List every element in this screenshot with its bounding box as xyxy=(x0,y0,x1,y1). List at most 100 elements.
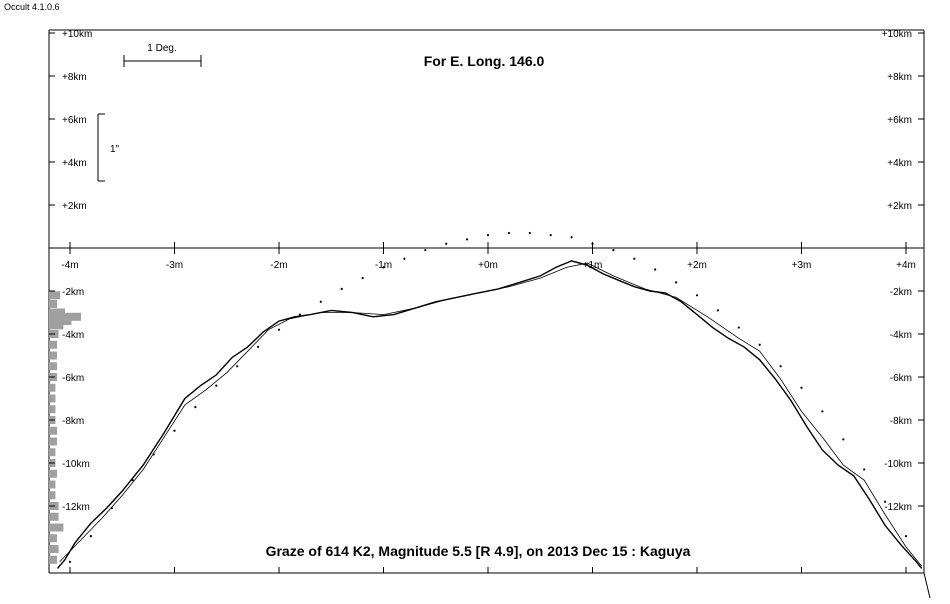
histogram-bar xyxy=(49,512,59,521)
limb-dot xyxy=(277,328,281,331)
histogram-bar xyxy=(49,448,56,457)
limb-dot xyxy=(340,287,343,290)
app-title: Occult 4.1.0.6 xyxy=(4,2,60,12)
limb-dot xyxy=(821,410,824,413)
limb-dot xyxy=(528,231,531,235)
limb-dot xyxy=(549,234,552,237)
histogram-bar xyxy=(49,480,56,489)
y-tick-label-left: +8km xyxy=(62,72,87,83)
histogram-bar xyxy=(49,523,64,532)
limb-dot xyxy=(507,231,510,235)
x-tick-label: -1m xyxy=(375,260,392,271)
histogram-bar xyxy=(49,437,57,446)
histogram-bar xyxy=(49,405,56,414)
y-tick-label-right: +8km xyxy=(887,72,912,83)
x-tick-label: +3m xyxy=(792,260,812,271)
limb-dot xyxy=(842,438,845,441)
limb-dot xyxy=(863,468,866,471)
y-tick-label-left: -4km xyxy=(62,330,84,341)
y-tick-label-left: +6km xyxy=(62,115,87,126)
y-tick-label-right: -10km xyxy=(884,459,912,470)
limb-dot xyxy=(633,257,636,260)
limb-dot xyxy=(695,294,699,297)
limb-dot xyxy=(466,238,469,241)
x-tick-label: +0m xyxy=(478,260,498,271)
y-tick-label-right: +2km xyxy=(887,201,912,212)
x-tick-label: +4m xyxy=(896,260,916,271)
limb-dot xyxy=(257,345,260,348)
x-tick-label: -4m xyxy=(61,260,78,271)
limb-dot xyxy=(445,242,448,245)
y-tick-label-right: -8km xyxy=(890,416,912,427)
histogram-bar xyxy=(49,351,57,360)
smoothed-line xyxy=(59,262,923,567)
histogram-bar xyxy=(49,312,81,321)
y-tick-label-left: -10km xyxy=(62,459,90,470)
limb-dot xyxy=(904,535,908,538)
y-tick-label-right: -12km xyxy=(884,502,912,513)
histogram-bar xyxy=(49,291,61,300)
limb-dot xyxy=(403,257,406,260)
arcsec-scale-label: 1" xyxy=(110,144,120,155)
histogram-bar xyxy=(49,299,57,308)
y-tick-label-left: +10km xyxy=(62,29,92,40)
limb-dot xyxy=(152,453,155,456)
histogram-bar xyxy=(49,534,57,543)
histogram-bar xyxy=(49,362,57,371)
y-tick-label-right: -2km xyxy=(890,287,912,298)
axes: -4m -3m -2m -1m +0m +1m +2m +3m +4m+10km +10km+8k… xyxy=(49,29,924,573)
limb-dot xyxy=(591,242,594,245)
limb-dot xyxy=(194,406,197,409)
x-tick-label: -2m xyxy=(270,260,287,271)
limb-dot xyxy=(68,560,72,564)
histogram-bar xyxy=(49,340,57,349)
deg-scale-label: 1 Deg. xyxy=(147,43,176,54)
y-tick-label-left: -6km xyxy=(62,373,84,384)
histogram-bar xyxy=(49,394,56,403)
y-tick-label-left: +2km xyxy=(62,201,87,212)
histogram-bar xyxy=(49,308,65,317)
chart-frame xyxy=(48,29,931,599)
x-tick-label: +2m xyxy=(687,260,707,271)
limb-dot xyxy=(215,384,218,387)
limb-dot xyxy=(319,300,322,303)
limb-dot xyxy=(737,326,740,329)
x-tick-label: -3m xyxy=(166,260,183,271)
histogram-bar xyxy=(49,469,57,478)
y-tick-label-right: +6km xyxy=(887,115,912,126)
limb-dot xyxy=(298,313,301,316)
chart-subtitle: For E. Long. 146.0 xyxy=(424,53,545,69)
limb-dot xyxy=(716,309,720,312)
limb-dot xyxy=(89,535,92,538)
histogram-bar xyxy=(49,383,56,392)
limb-dot xyxy=(758,343,761,346)
histogram-bar xyxy=(49,491,56,500)
limb-dot xyxy=(236,365,239,368)
limb-dot xyxy=(884,500,887,503)
y-tick-label-right: -6km xyxy=(890,373,912,384)
corner-pointer xyxy=(923,572,931,599)
limb-dot xyxy=(110,507,113,510)
limb-dot xyxy=(173,429,176,432)
scale-bars: 1 Deg. 1" xyxy=(97,43,202,182)
limb-dot xyxy=(612,249,615,252)
y-tick-label-right: +10km xyxy=(882,29,912,40)
limb-dot xyxy=(675,281,678,284)
limb-dot xyxy=(800,386,803,389)
limb-dot xyxy=(486,234,490,237)
y-tick-label-left: -2km xyxy=(62,287,84,298)
limb-dot xyxy=(131,479,134,482)
histogram-bar xyxy=(49,317,72,326)
y-tick-label-right: +4km xyxy=(887,158,912,169)
profile-line xyxy=(56,260,923,569)
histogram-bar xyxy=(49,426,57,435)
limb-dot xyxy=(424,249,427,252)
histogram-bar xyxy=(49,321,64,330)
series-layer xyxy=(56,231,923,569)
y-tick-label-left: +4km xyxy=(62,158,87,169)
y-tick-label-left: -12km xyxy=(62,502,90,513)
y-tick-label-right: -4km xyxy=(890,330,912,341)
limb-dot xyxy=(361,277,364,280)
chart-title: Graze of 614 K2, Magnitude 5.5 [R 4.9], … xyxy=(266,543,691,559)
